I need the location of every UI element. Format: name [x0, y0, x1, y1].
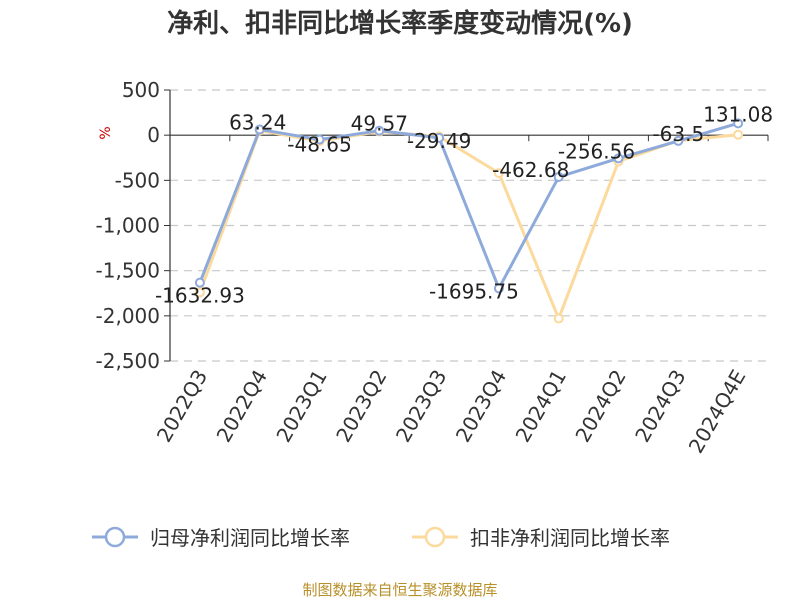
series-1-point	[314, 134, 325, 145]
data-label: -1695.75	[429, 279, 519, 303]
series-2-point	[194, 287, 205, 298]
y-axis-unit: %	[98, 126, 114, 139]
data-label: 49.57	[351, 112, 408, 136]
y-tick-label: -2,000	[96, 304, 160, 328]
x-tick-label: 2024Q1	[511, 366, 571, 447]
x-tick-label: 2023Q3	[391, 365, 451, 446]
x-tick-label: 2024Q4E	[684, 366, 751, 458]
x-tick-label: 2024Q2	[570, 366, 630, 447]
legend: 归母净利润同比增长率 扣非净利润同比增长率	[92, 526, 670, 550]
x-tick-label: 2022Q3	[152, 366, 212, 447]
x-tick-label: 2023Q2	[331, 366, 391, 447]
x-tick-label: 2022Q4	[212, 366, 272, 447]
y-tick-label: -1,000	[96, 214, 160, 238]
series-1-point	[254, 124, 265, 135]
data-label: -1632.93	[155, 284, 245, 308]
legend-swatch-marker-2	[424, 526, 446, 548]
series-2-point	[493, 168, 504, 179]
series-1-point	[553, 171, 564, 182]
series-1-point	[493, 283, 504, 294]
series-group	[194, 118, 744, 324]
x-tick-label: 2024Q3	[630, 366, 690, 447]
data-label: 131.08	[703, 102, 773, 126]
series-1-point	[374, 125, 385, 136]
source-note: 制图数据来自恒生聚源数据库	[302, 581, 497, 599]
y-tick-label: -1,500	[96, 259, 160, 283]
y-axis-ticks: 500 0 -500 -1,000 -1,500 -2,000 -2,500	[96, 78, 170, 373]
data-label: 63.24	[229, 110, 286, 134]
series-2-point	[733, 129, 744, 140]
data-label: -462.68	[492, 158, 569, 182]
series-2-point	[553, 313, 564, 324]
data-label: -63.5	[652, 122, 704, 146]
y-tick-label: -2,500	[96, 349, 160, 373]
y-tick-label: 500	[122, 78, 160, 102]
data-label: -29.49	[407, 129, 471, 153]
series-line-1	[198, 121, 739, 290]
series-1-point	[733, 118, 744, 129]
grid-lines	[170, 89, 768, 362]
series-1-point	[613, 153, 624, 164]
data-label: -48.65	[287, 133, 351, 157]
x-tick-label: 2023Q4	[451, 366, 511, 447]
chart-title: 净利、扣非同比增长率季度变动情况(%)	[167, 8, 633, 39]
series-1-point	[673, 135, 684, 146]
y-tick-label: 0	[147, 123, 160, 147]
y-tick-label: -500	[115, 168, 160, 192]
series-1-point	[194, 277, 205, 288]
data-label: -256.56	[558, 139, 635, 163]
legend-label-1: 归母净利润同比增长率	[150, 526, 350, 550]
legend-swatch-marker-1	[104, 526, 126, 548]
x-tick-label: 2023Q1	[271, 366, 331, 447]
legend-label-2: 扣非净利润同比增长率	[470, 526, 670, 550]
series-1-point	[434, 132, 445, 143]
